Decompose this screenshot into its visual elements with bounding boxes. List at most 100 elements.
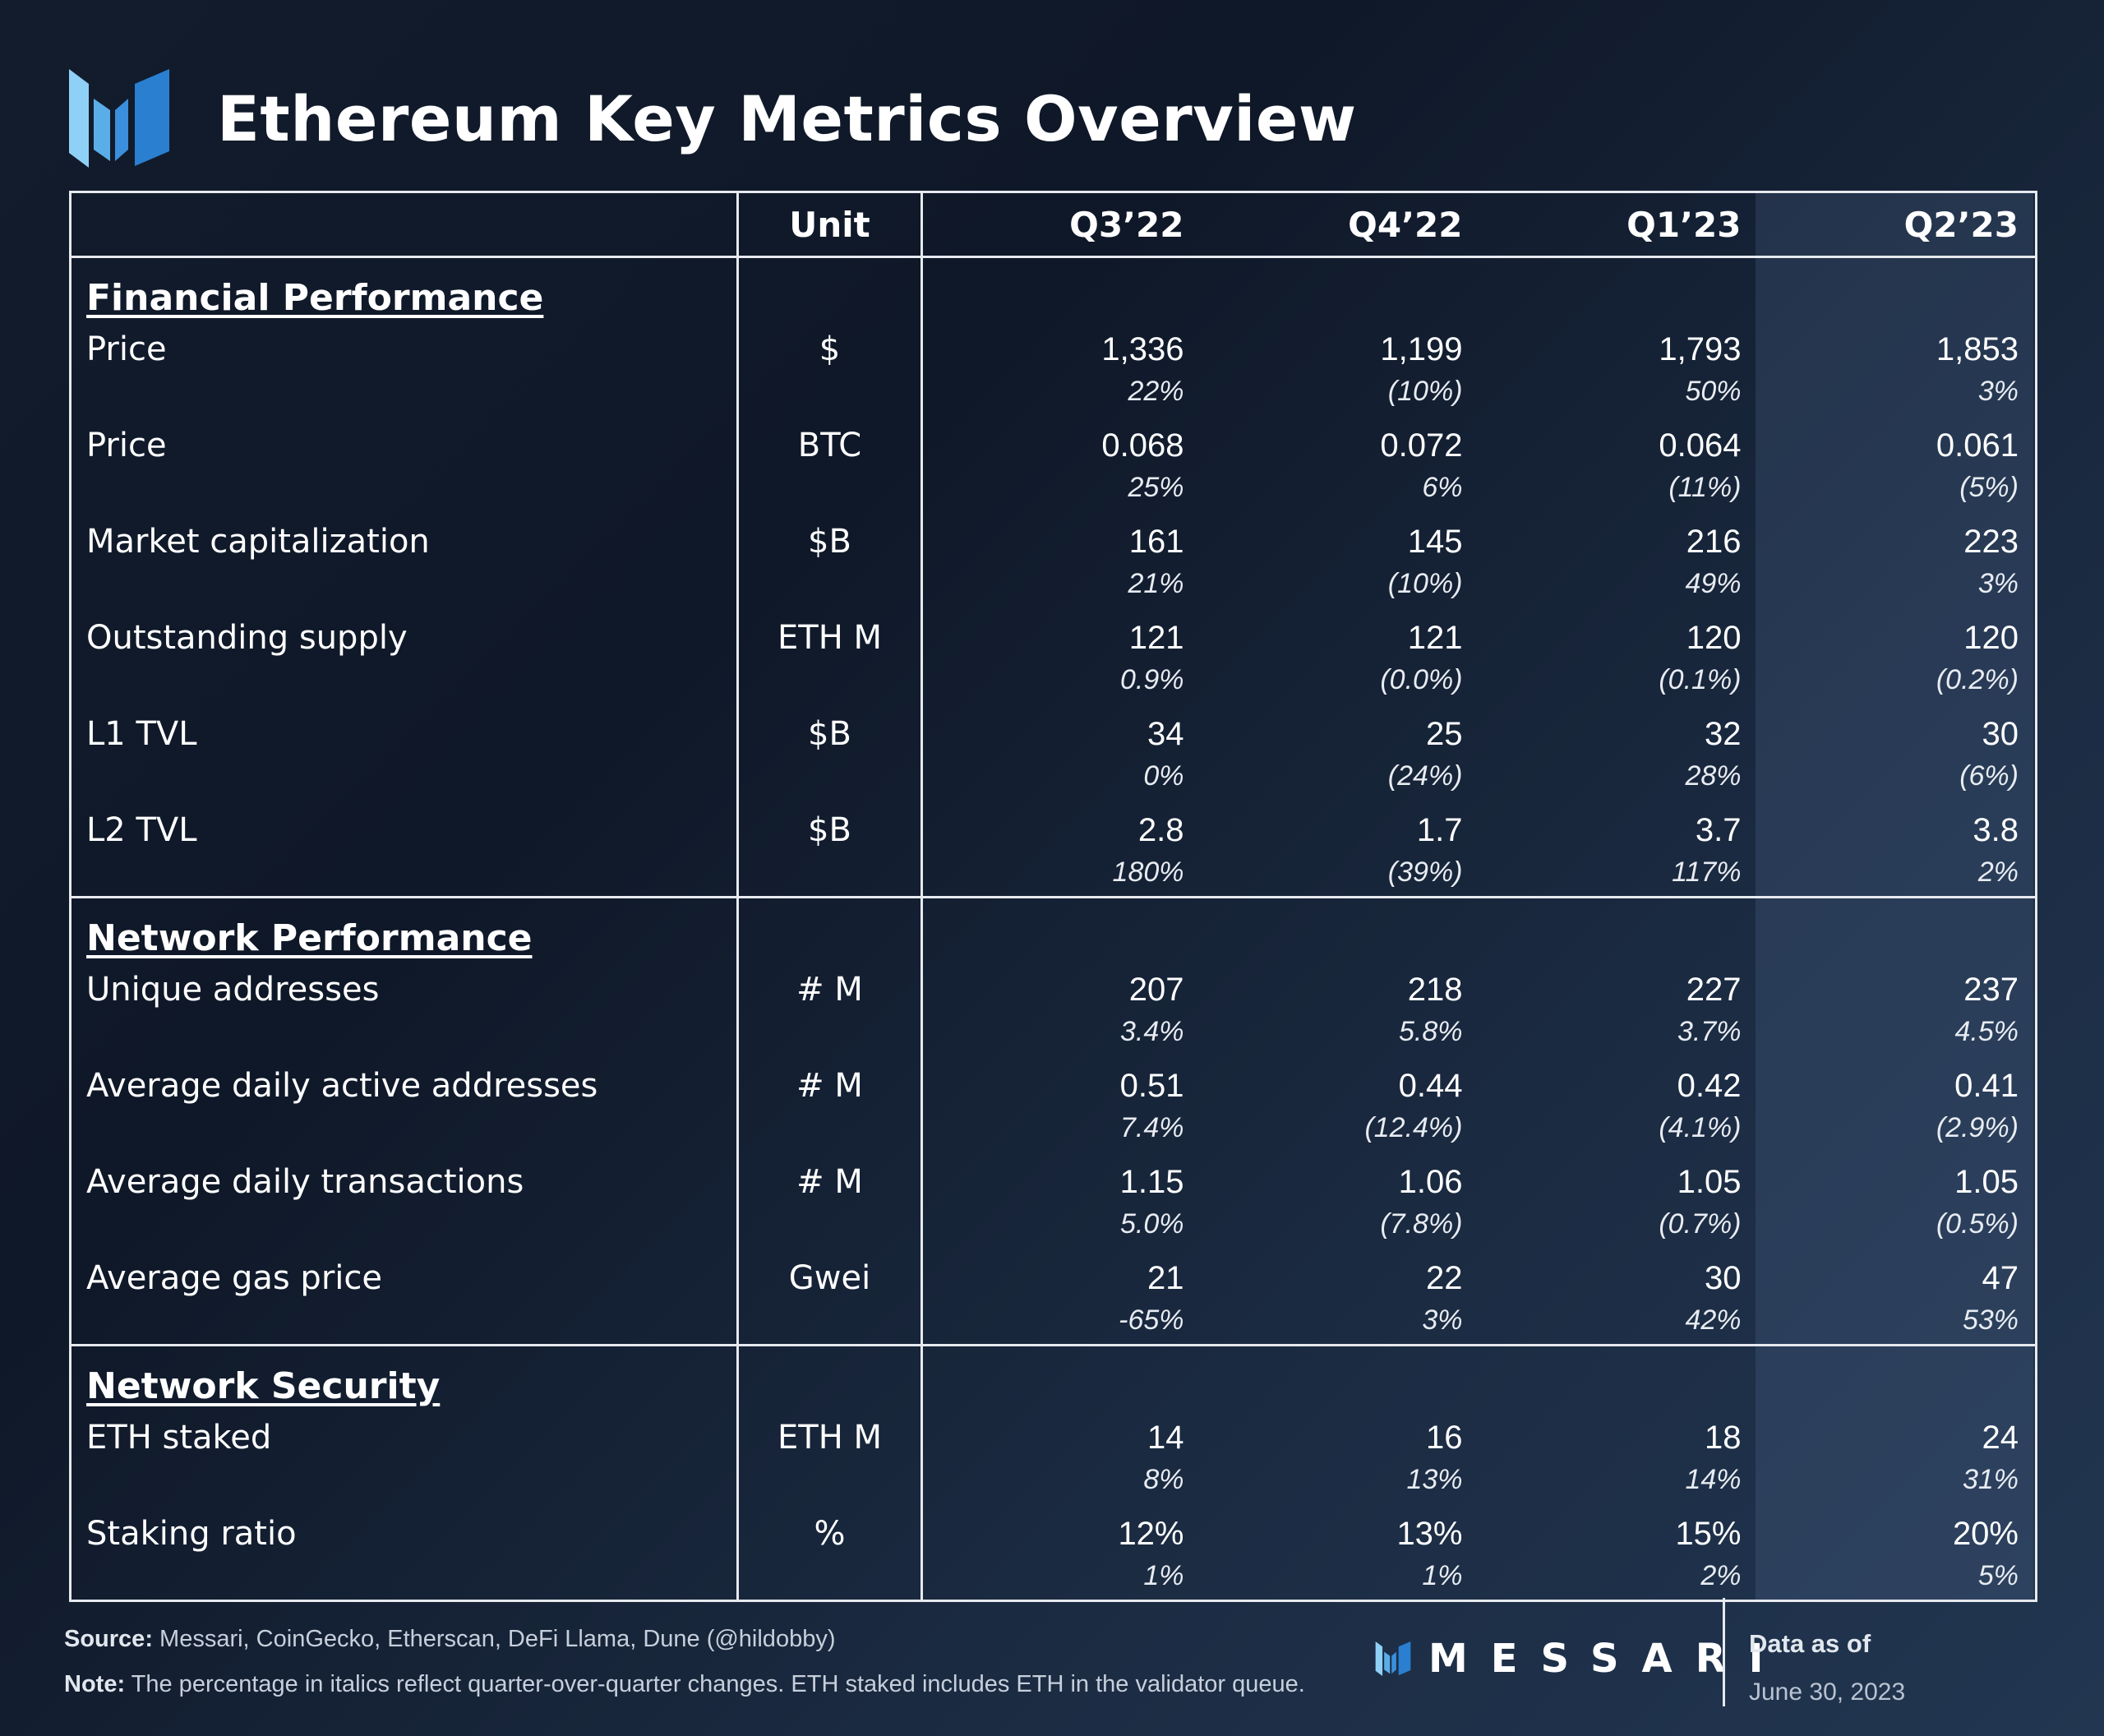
section-title-cell: Network Performance <box>70 897 739 959</box>
metric-value: 121 <box>1407 620 1463 656</box>
change-row: 21% (10%) 49% 3% <box>70 561 2037 607</box>
metric-row: L2 TVL $B 2.8 1.7 3.7 3.8 <box>70 800 2037 849</box>
metric-value: 20% <box>1952 1516 2019 1552</box>
metric-unit: $B <box>737 704 923 753</box>
empty-cell <box>737 256 923 319</box>
qoq-change: 180% <box>921 849 1201 898</box>
qoq-change: 4.5% <box>1954 1016 2019 1047</box>
metric-row: Price $1,336 1,199 1,793 1,853 <box>70 319 2037 368</box>
footer-notes: Source: Messari, CoinGecko, Etherscan, D… <box>64 1626 1305 1716</box>
empty-cell <box>737 753 923 800</box>
metric-label: Market capitalization <box>70 511 739 561</box>
qoq-change: 2% <box>1757 849 2037 898</box>
metric-row: Average daily active addresses # M 0.51 0.4… <box>70 1055 2037 1105</box>
section-header-row: Financial Performance <box>70 256 2037 320</box>
data-as-of-label: Data as of <box>1749 1629 1871 1658</box>
metric-label: Outstanding supply <box>70 607 739 657</box>
metric-value: 34 <box>1147 716 1184 752</box>
empty-cell <box>1201 1346 1479 1408</box>
qoq-change: (0.0%) <box>1380 664 1463 695</box>
metric-unit: Gwei <box>737 1248 923 1297</box>
empty-cell <box>922 898 1201 960</box>
messari-logo-icon <box>69 69 169 168</box>
qoq-change: (0.5%) <box>1936 1208 2019 1240</box>
qoq-change: (11%) <box>1668 472 1742 503</box>
empty-cell <box>70 464 739 511</box>
brand-mark: MESSARI <box>1374 1636 1787 1682</box>
empty-cell <box>70 368 739 415</box>
change-row: 0.9% (0.0%) (0.1%) (0.2%) <box>70 657 2037 704</box>
metric-row: Outstanding supply ETH M 121 121 120 120 <box>70 607 2037 657</box>
metrics-table: Unit Q3’22 Q4’22 Q1’23 Q2’23 Financial P… <box>69 191 2037 1602</box>
qoq-change: 1% <box>921 1553 1201 1602</box>
metric-value: 1.05 <box>1677 1164 1742 1200</box>
metric-value: 161 <box>1128 524 1184 560</box>
qoq-change: (24%) <box>1387 760 1463 792</box>
qoq-change: (5%) <box>1959 472 2019 503</box>
qoq-change: 3% <box>1977 568 2019 599</box>
metric-row: Unique addresses # M 207 218 227 237 <box>70 959 2037 1009</box>
change-row: 7.4% (12.4%) (4.1%) (2.9%) <box>70 1105 2037 1152</box>
metric-unit: # M <box>737 1152 923 1201</box>
metric-value: 1,336 <box>1101 331 1184 367</box>
qoq-change: 49% <box>1685 568 1742 599</box>
qoq-change: 5% <box>1757 1553 2037 1602</box>
qoq-change: 0% <box>1143 760 1184 792</box>
metric-unit: $B <box>737 511 923 561</box>
source-text: Messari, CoinGecko, Etherscan, DeFi Llam… <box>159 1626 836 1652</box>
qoq-change: 5.8% <box>1399 1016 1463 1047</box>
metric-value: 1,199 <box>1380 331 1463 367</box>
change-row: 3.4% 5.8% 3.7% 4.5% <box>70 1009 2037 1055</box>
metric-value: 1.05 <box>1954 1164 2019 1200</box>
empty-cell <box>70 1105 739 1152</box>
metric-label: Staking ratio <box>70 1503 739 1553</box>
metric-value: 0.44 <box>1398 1068 1463 1104</box>
qoq-change: (0.1%) <box>1659 664 1742 695</box>
metric-value: 0.072 <box>1380 427 1463 464</box>
column-header-q3-22: Q3’22 <box>921 192 1201 258</box>
empty-cell <box>737 464 923 511</box>
table-header-row: Unit Q3’22 Q4’22 Q1’23 Q2’23 <box>70 192 2037 258</box>
change-row: 0% (24%) 28% (6%) <box>70 753 2037 800</box>
metric-value: 30 <box>1705 1260 1742 1296</box>
metric-unit: # M <box>737 959 923 1009</box>
footer-divider <box>1723 1598 1725 1706</box>
metric-row: Average gas price Gwei 21 22 30 47 <box>70 1248 2037 1297</box>
metric-value: 3.8 <box>1972 812 2019 848</box>
header: Ethereum Key Metrics Overview <box>69 69 1357 168</box>
metric-value: 1,853 <box>1936 331 2019 367</box>
metric-label: Unique addresses <box>70 959 739 1009</box>
metric-value: 14 <box>1147 1420 1184 1456</box>
qoq-change: (0.7%) <box>1659 1208 1742 1240</box>
qoq-change: 53% <box>1757 1297 2037 1346</box>
metric-row: L1 TVL $B 34 25 32 30 <box>70 704 2037 753</box>
metric-value: 227 <box>1686 972 1742 1008</box>
qoq-change: 31% <box>1962 1464 2019 1495</box>
page-title: Ethereum Key Metrics Overview <box>217 81 1357 155</box>
metric-value: 16 <box>1426 1420 1463 1456</box>
column-header-q1-23: Q1’23 <box>1479 192 1758 258</box>
metric-label: Price <box>70 319 739 368</box>
metric-value: 223 <box>1963 524 2019 560</box>
qoq-change: 50% <box>1685 376 1742 407</box>
column-header-q2-23: Q2’23 <box>1757 192 2037 258</box>
empty-cell <box>737 1009 923 1055</box>
metric-label: ETH staked <box>70 1407 739 1457</box>
metric-value: 0.064 <box>1659 427 1742 464</box>
metric-value: 1,793 <box>1659 331 1742 367</box>
empty-cell <box>737 897 923 959</box>
metric-unit: # M <box>737 1055 923 1105</box>
empty-cell <box>737 561 923 607</box>
empty-cell <box>737 1553 923 1602</box>
empty-cell <box>737 849 923 898</box>
metric-value: 145 <box>1407 524 1463 560</box>
change-row: 1% 1% 2% 5% <box>70 1553 2037 1602</box>
source-line: Source: Messari, CoinGecko, Etherscan, D… <box>64 1626 1305 1653</box>
metric-value: 25 <box>1426 716 1463 752</box>
metric-unit: ETH M <box>737 607 923 657</box>
empty-cell <box>70 1297 739 1346</box>
qoq-change: 14% <box>1685 1464 1742 1495</box>
metric-value: 207 <box>1128 972 1184 1008</box>
empty-cell <box>1479 257 1758 320</box>
metric-value: 24 <box>1982 1420 2019 1456</box>
